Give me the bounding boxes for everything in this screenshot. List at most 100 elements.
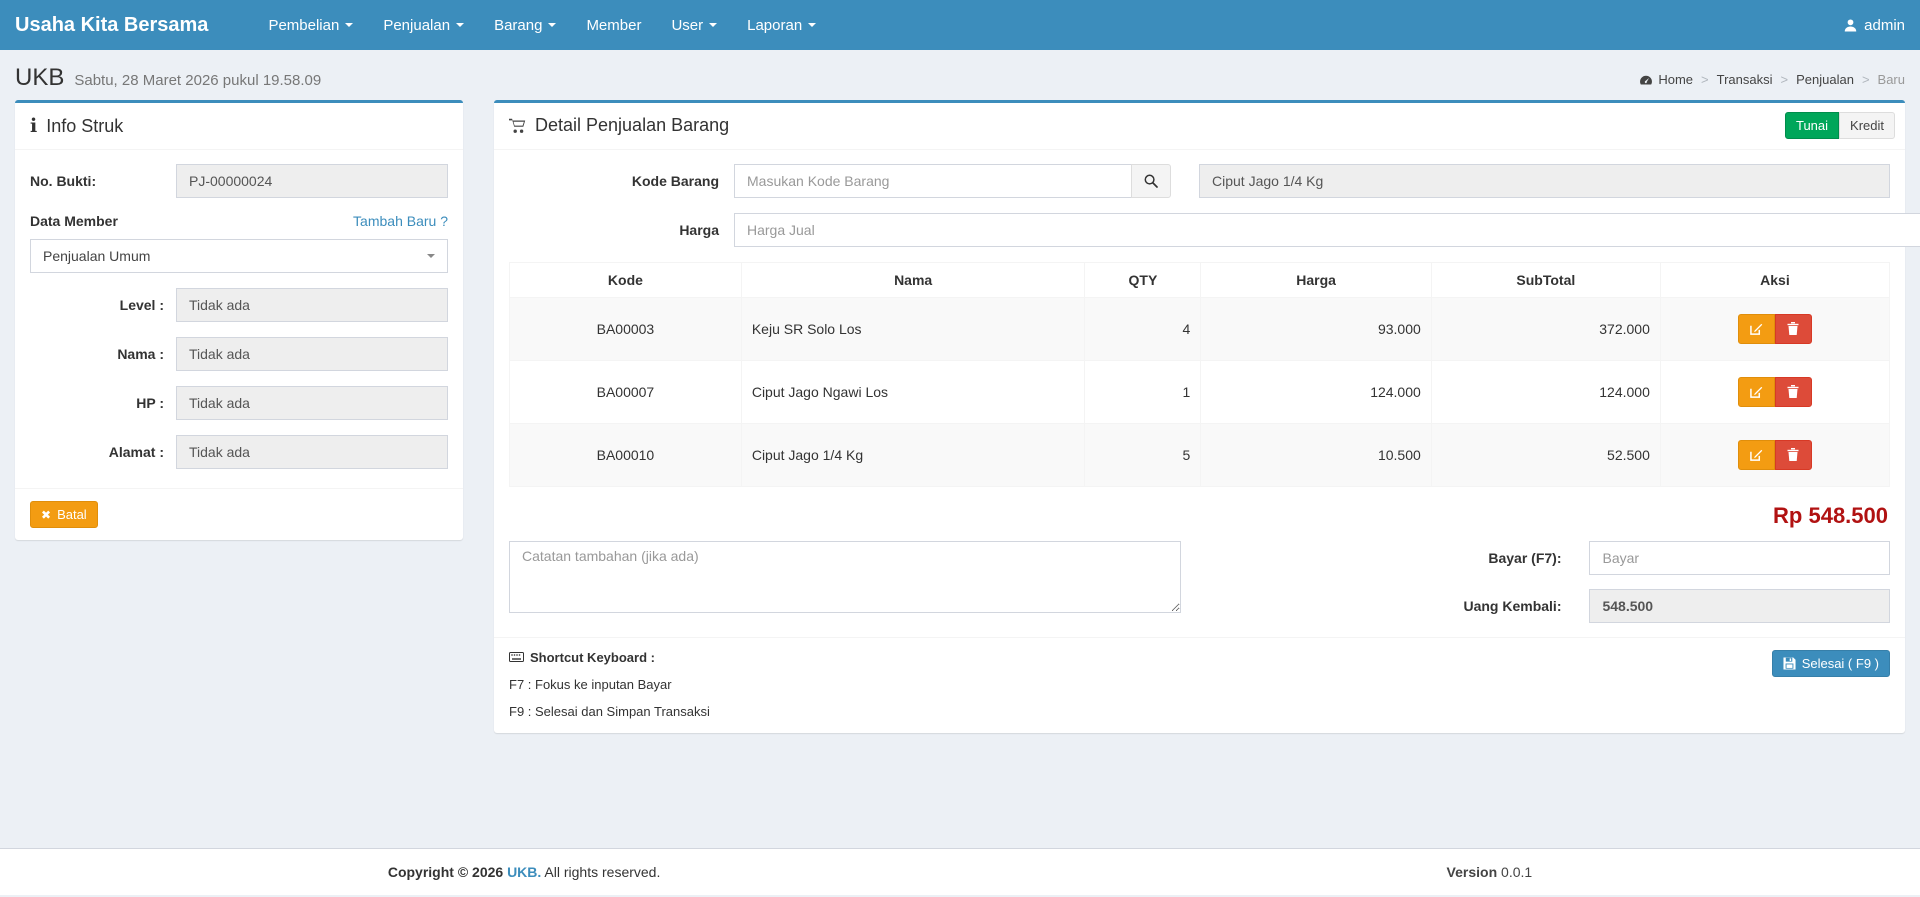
- save-icon: [1783, 656, 1796, 670]
- cell-qty: 5: [1084, 422, 1202, 487]
- batal-button[interactable]: ✖ Batal: [30, 501, 98, 528]
- col-header-harga: Harga: [1200, 261, 1432, 298]
- shortcut-help: Shortcut Keyboard : F7 : Fokus ke inputa…: [509, 649, 710, 719]
- cell-nama: Keju SR Solo Los: [740, 296, 1086, 361]
- nama-field: [176, 337, 448, 371]
- col-header-aksi: Aksi: [1659, 261, 1891, 298]
- info-struk-title: i Info Struk: [30, 115, 124, 137]
- trash-icon: [1787, 448, 1799, 461]
- bayar-input[interactable]: [1589, 540, 1890, 575]
- table-row: BA00010 Ciput Jago 1/4 Kg 5 10.500 52.50…: [509, 422, 1891, 487]
- delete-row-button[interactable]: [1774, 313, 1812, 344]
- page-datetime: Sabtu, 28 Maret 2026 pukul 19.58.09: [74, 72, 322, 89]
- edit-icon: [1750, 323, 1763, 335]
- uang-kembali-label: Uang Kembali:: [1463, 597, 1562, 614]
- chevron-down-icon: [709, 23, 718, 27]
- info-icon: i: [30, 115, 38, 137]
- cell-qty: 4: [1084, 296, 1202, 361]
- breadcrumb: Home > Transaksi > Penjualan > Baru: [1639, 72, 1905, 87]
- user-menu[interactable]: admin: [1829, 0, 1920, 50]
- trash-icon: [1787, 322, 1799, 335]
- breadcrumb-active: Baru: [1877, 72, 1905, 87]
- breadcrumb-transaksi[interactable]: Transaksi: [1716, 72, 1773, 87]
- chevron-down-icon: [548, 23, 557, 27]
- cari-barang-button[interactable]: [1131, 163, 1171, 198]
- harga-label: Harga: [679, 221, 719, 238]
- nav-pembelian[interactable]: Pembelian: [253, 0, 368, 50]
- shortcut-f7: F7 : Fokus ke inputan Bayar: [509, 676, 672, 692]
- grand-total: Rp 548.500: [1773, 502, 1888, 528]
- keyboard-icon: [509, 652, 524, 662]
- edit-row-button[interactable]: [1737, 313, 1775, 344]
- payment-type-toggle: Tunai Kredit: [1784, 112, 1895, 139]
- member-select[interactable]: Penjualan Umum: [30, 239, 448, 273]
- cell-aksi: [1659, 422, 1891, 487]
- cell-subtotal: 124.000: [1430, 359, 1661, 424]
- trash-icon: [1787, 385, 1799, 398]
- uang-kembali-field: [1589, 588, 1890, 623]
- cell-harga: 10.500: [1200, 422, 1432, 487]
- nav-barang[interactable]: Barang: [479, 0, 571, 50]
- selesai-button[interactable]: Selesai ( F9 ): [1771, 649, 1890, 677]
- cell-kode: BA00010: [509, 422, 742, 487]
- alamat-field: [176, 435, 448, 469]
- edit-icon: [1750, 386, 1763, 398]
- top-navbar: Usaha Kita Bersama Pembelian Penjualan B…: [0, 0, 1920, 50]
- breadcrumb-penjualan[interactable]: Penjualan: [1796, 72, 1854, 87]
- cell-harga: 124.000: [1200, 359, 1432, 424]
- detail-penjualan-title: Detail Penjualan Barang: [509, 115, 729, 136]
- alamat-label: Alamat :: [108, 444, 164, 460]
- cell-harga: 93.000: [1200, 296, 1432, 361]
- col-header-subtotal: SubTotal: [1430, 261, 1661, 298]
- nav-penjualan[interactable]: Penjualan: [368, 0, 479, 50]
- brand[interactable]: Usaha Kita Bersama: [15, 13, 209, 36]
- tunai-button[interactable]: Tunai: [1784, 112, 1840, 139]
- page-footer: Copyright © 2026 UKB. All rights reserve…: [0, 848, 1920, 895]
- version: Version 0.0.1: [1446, 864, 1533, 880]
- delete-row-button[interactable]: [1774, 439, 1812, 470]
- chevron-down-icon: [808, 23, 817, 27]
- cell-kode: BA00007: [509, 359, 742, 424]
- footer-brand-link[interactable]: UKB.: [507, 864, 542, 880]
- user-icon: [1844, 18, 1857, 32]
- shortcut-f9: F9 : Selesai dan Simpan Transaksi: [509, 703, 710, 719]
- copyright: Copyright © 2026 UKB. All rights reserve…: [387, 864, 661, 880]
- kode-barang-label: Kode Barang: [631, 172, 719, 189]
- breadcrumb-separator: >: [1861, 72, 1870, 87]
- nama-label: Nama :: [117, 346, 164, 362]
- nama-barang-field: [1199, 163, 1890, 198]
- edit-icon: [1750, 449, 1763, 461]
- cell-aksi: [1659, 359, 1891, 424]
- cell-nama: Ciput Jago Ngawi Los: [740, 359, 1086, 424]
- tambah-baru-link[interactable]: Tambah Baru ?: [353, 213, 448, 229]
- cell-subtotal: 372.000: [1430, 296, 1661, 361]
- cell-qty: 1: [1084, 359, 1202, 424]
- kode-barang-input[interactable]: [734, 163, 1131, 198]
- detail-penjualan-panel: Detail Penjualan Barang Tunai Kredit Kod…: [494, 100, 1920, 733]
- items-table: Kode Nama QTY Harga SubTotal Aksi BA0000…: [509, 261, 1891, 487]
- edit-row-button[interactable]: [1737, 439, 1775, 470]
- table-row: BA00007 Ciput Jago Ngawi Los 1 124.000 1…: [509, 359, 1891, 424]
- username: admin: [1864, 16, 1905, 34]
- info-struk-panel: i Info Struk No. Bukti: Data Member Tamb…: [15, 100, 463, 540]
- harga-input[interactable]: [734, 212, 1920, 247]
- level-field: [176, 288, 448, 322]
- breadcrumb-home[interactable]: Home: [1639, 72, 1693, 87]
- col-header-kode: Kode: [509, 261, 742, 298]
- nav-user[interactable]: User: [656, 0, 732, 50]
- dashboard-icon: [1640, 75, 1653, 84]
- no-bukti-field: [176, 164, 448, 198]
- nav-laporan[interactable]: Laporan: [732, 0, 831, 50]
- nav-member[interactable]: Member: [586, 16, 642, 34]
- kredit-button[interactable]: Kredit: [1839, 112, 1895, 139]
- delete-row-button[interactable]: [1774, 376, 1812, 407]
- bayar-label: Bayar (F7):: [1488, 549, 1562, 566]
- edit-row-button[interactable]: [1737, 376, 1775, 407]
- main-menu: Pembelian Penjualan Barang Member User L…: [253, 0, 831, 50]
- hp-field: [176, 386, 448, 420]
- cell-subtotal: 52.500: [1430, 422, 1661, 487]
- col-header-qty: QTY: [1084, 261, 1202, 298]
- catatan-textarea[interactable]: [509, 540, 1181, 613]
- data-member-label: Data Member: [30, 213, 118, 229]
- search-icon: [1144, 174, 1158, 188]
